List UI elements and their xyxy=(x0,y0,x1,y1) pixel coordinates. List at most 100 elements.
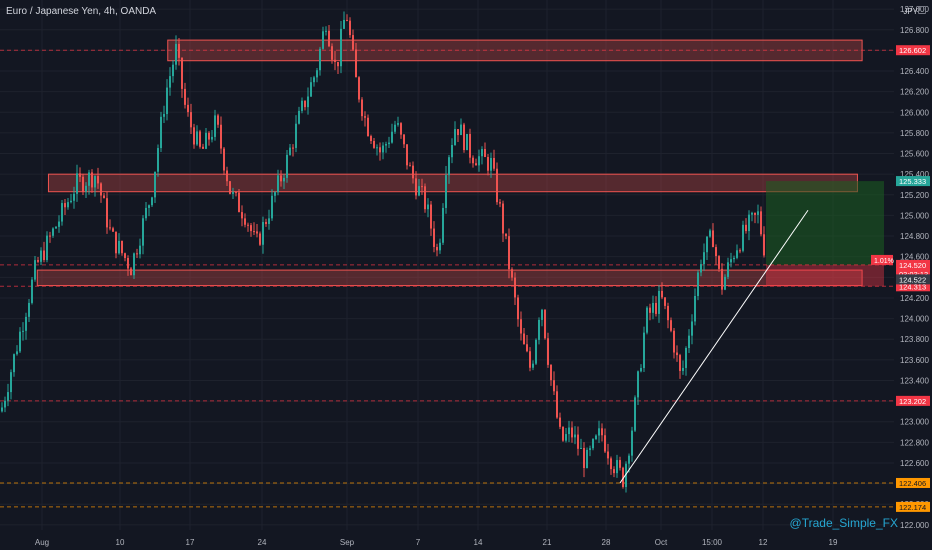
candle-body xyxy=(22,330,24,332)
candle-body xyxy=(4,400,6,408)
time-axis[interactable]: Aug 10 17 24 Sep 7 14 21 28 Oct 15:00 12 19 xyxy=(0,530,932,550)
trendline[interactable] xyxy=(619,209,809,484)
candle-body xyxy=(136,253,138,255)
candle-body xyxy=(613,469,615,474)
price-axis[interactable]: 127.000126.800126.600126.400126.200126.0… xyxy=(871,0,932,550)
currency-checkbox-icon[interactable] xyxy=(918,6,926,14)
candle-body xyxy=(712,230,714,248)
candle-body xyxy=(751,212,753,215)
horizontal-levels[interactable] xyxy=(0,49,894,508)
candle-body xyxy=(427,204,429,210)
level-price-tag-bg xyxy=(896,395,930,406)
candle-body xyxy=(334,59,336,63)
candle-body xyxy=(160,116,162,149)
candle-body xyxy=(730,259,732,263)
candle-body xyxy=(289,147,291,155)
candle-body xyxy=(187,104,189,113)
candle-body xyxy=(520,319,522,334)
candle-body xyxy=(175,43,177,65)
candle-body xyxy=(121,240,123,254)
candle-body xyxy=(34,260,36,280)
candle-body xyxy=(742,224,744,251)
candle-body xyxy=(172,64,174,77)
candle-body xyxy=(88,172,90,186)
candle-body xyxy=(760,211,762,235)
candle-body xyxy=(313,77,315,83)
candle-body xyxy=(568,427,570,435)
candle-body xyxy=(421,186,423,188)
candle-body xyxy=(193,127,195,145)
candle-body xyxy=(55,226,57,229)
position-pct-label: 1.01% xyxy=(874,258,894,265)
candle-body xyxy=(199,131,201,147)
candle-body xyxy=(250,225,252,232)
price-tick-label: 126.000 xyxy=(900,108,929,117)
candle-body xyxy=(529,351,531,368)
candle-body xyxy=(550,364,552,381)
candle-body xyxy=(349,20,351,36)
candle-body xyxy=(178,43,180,58)
price-tick-label: 123.000 xyxy=(900,418,929,427)
candle-body xyxy=(208,132,210,140)
candle-body xyxy=(295,123,297,148)
candle-body xyxy=(343,19,345,29)
candle-body xyxy=(133,253,135,276)
candle-body xyxy=(319,48,321,71)
price-tick-label: 125.800 xyxy=(900,129,929,138)
candle-body xyxy=(115,231,117,254)
candle-body xyxy=(340,28,342,67)
candle-body xyxy=(574,434,576,438)
candle-body xyxy=(634,397,636,431)
long-position-box[interactable] xyxy=(766,181,884,287)
time-tick-label: 17 xyxy=(186,538,195,547)
candle-body xyxy=(562,426,564,441)
candle-body xyxy=(739,250,741,252)
candle-body xyxy=(37,260,39,262)
candle-body xyxy=(166,87,168,115)
grid-lines xyxy=(0,0,894,530)
candle-body xyxy=(97,176,99,184)
candle-body xyxy=(382,145,384,153)
candle-body xyxy=(106,198,108,228)
candle-body xyxy=(19,331,21,352)
candle-body xyxy=(532,363,534,368)
last-price-label: 124.522 xyxy=(899,275,926,284)
candle-body xyxy=(67,202,69,208)
candle-body xyxy=(670,320,672,331)
candle-body xyxy=(352,35,354,50)
candle-body xyxy=(541,309,543,320)
candle-body xyxy=(73,193,75,201)
candle-body xyxy=(517,297,519,320)
candle-body xyxy=(697,272,699,297)
candle-body xyxy=(691,321,693,336)
candle-body xyxy=(511,269,513,278)
candle-body xyxy=(85,185,87,192)
price-tick-label: 126.200 xyxy=(900,88,929,97)
candle-body xyxy=(496,168,498,203)
candle-body xyxy=(31,279,33,303)
candle-body xyxy=(406,144,408,166)
candle-body xyxy=(757,211,759,215)
time-tick-label: 7 xyxy=(416,538,421,547)
time-tick-label: 12 xyxy=(759,538,768,547)
price-tick-label: 124.800 xyxy=(900,232,929,241)
candle-body xyxy=(733,257,735,260)
candle-body xyxy=(148,205,150,208)
candle-body xyxy=(661,290,663,298)
candle-body xyxy=(220,124,222,149)
target-area xyxy=(766,181,884,265)
price-tick-label: 124.000 xyxy=(900,315,929,324)
candle-body xyxy=(40,250,42,262)
candle-body xyxy=(139,245,141,255)
candle-body xyxy=(631,430,633,456)
candle-body xyxy=(265,222,267,224)
candle-body xyxy=(667,305,669,321)
candle-body xyxy=(79,173,81,177)
candle-body xyxy=(403,134,405,145)
candle-body xyxy=(202,146,204,149)
symbol-title[interactable]: Euro / Japanese Yen, 4h, OANDA xyxy=(6,6,157,17)
candle-body xyxy=(109,227,111,229)
level-price-tag-bg xyxy=(896,176,930,187)
supply-zone-2 xyxy=(47,173,858,193)
